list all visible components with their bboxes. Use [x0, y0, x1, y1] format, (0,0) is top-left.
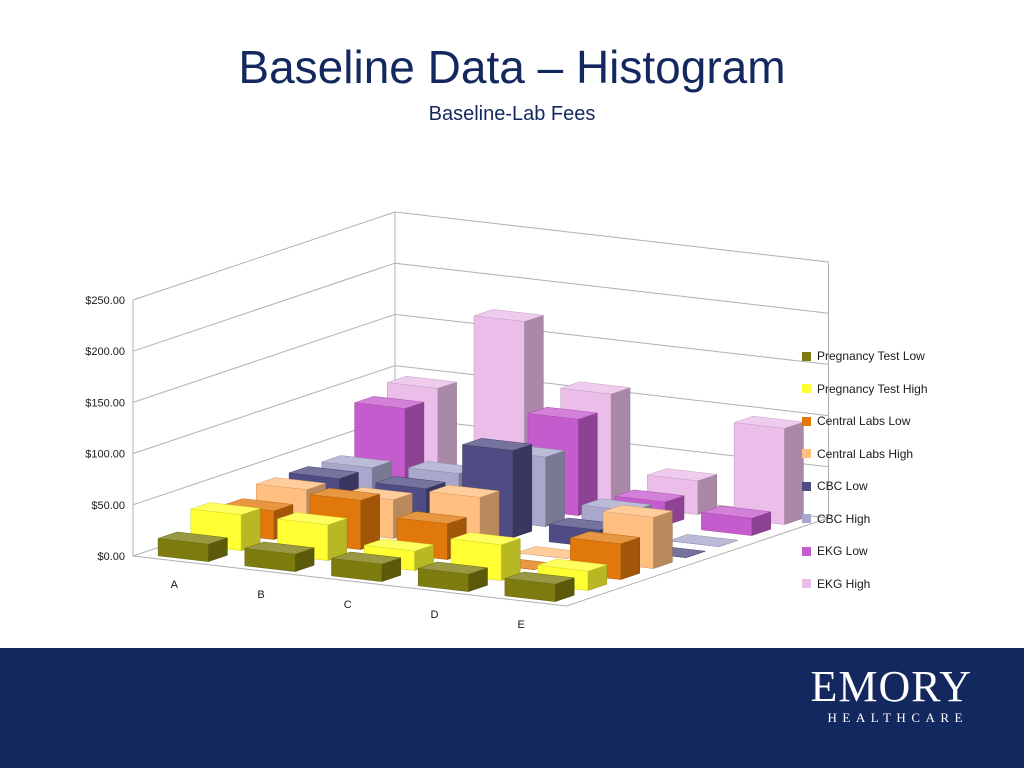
- bar: [701, 505, 771, 536]
- emory-logo-subtitle: HEALTHCARE: [827, 710, 968, 725]
- bar-top: [462, 438, 532, 451]
- bar-top: [429, 484, 500, 498]
- legend-item: EKG Low: [802, 535, 1002, 568]
- bar-top: [614, 489, 685, 503]
- gridline: [132, 211, 829, 301]
- x-tick-label: D: [430, 609, 438, 621]
- legend-label: Central Labs High: [817, 446, 914, 461]
- bar-side: [620, 537, 640, 580]
- bar-top: [190, 502, 261, 516]
- legend-swatch: [802, 514, 811, 524]
- legend-swatch: [802, 481, 811, 491]
- bar-side: [578, 412, 598, 516]
- histogram-chart: $0.00 $50.00 $100.00 $150.00 $200.00 $250.00 A…: [85, 211, 829, 631]
- chart-legend: Pregnancy Test Low Pregnancy Test High Cen…: [802, 340, 1002, 600]
- bar: [244, 541, 315, 572]
- bar-top: [158, 531, 228, 545]
- legend-swatch: [802, 546, 811, 556]
- bar-top: [527, 406, 598, 420]
- legend-label: CBC Low: [817, 479, 868, 494]
- bar-top: [603, 504, 673, 518]
- y-tick-label: $100.00: [85, 449, 125, 461]
- bar: [733, 415, 804, 525]
- x-tick-label: B: [257, 589, 264, 601]
- footer-bar: EMORY HEALTHCARE: [0, 648, 1024, 768]
- legend-label: Central Labs Low: [817, 414, 911, 429]
- bar-top: [331, 551, 401, 565]
- bar-top: [418, 561, 488, 575]
- bar-top: [277, 512, 347, 526]
- bar-top: [701, 505, 771, 519]
- legend-swatch: [802, 384, 811, 394]
- legend-item: Pregnancy Test High: [802, 373, 1002, 406]
- bar-top: [289, 466, 359, 479]
- y-tick-label: $250.00: [85, 295, 125, 307]
- slide-title: Baseline Data – Histogram: [238, 41, 786, 93]
- floor-edge: [132, 517, 829, 607]
- bar-top: [570, 531, 640, 545]
- x-tick-label: A: [171, 579, 179, 591]
- legend-item: Central Labs High: [802, 438, 1002, 471]
- bar-top: [647, 468, 717, 482]
- legend-item: CBC High: [802, 503, 1002, 536]
- legend-label: Pregnancy Test Low: [817, 349, 925, 364]
- bar-top: [244, 541, 315, 555]
- legend-item: Pregnancy Test Low: [802, 340, 1002, 373]
- bar-side: [512, 443, 533, 538]
- x-tick-label: C: [344, 599, 352, 611]
- legend-item: EKG High: [802, 568, 1002, 601]
- legend-swatch: [802, 351, 811, 361]
- bar: [504, 571, 575, 602]
- y-tick-label: $50.00: [91, 500, 125, 512]
- legend-label: CBC High: [817, 511, 871, 526]
- bar-top: [310, 488, 380, 501]
- x-tick-label: E: [517, 619, 524, 631]
- legend-label: Pregnancy Test High: [817, 381, 928, 396]
- bar-top: [256, 477, 326, 490]
- bar-top: [668, 534, 738, 547]
- legend-item: CBC Low: [802, 470, 1002, 503]
- bar-top: [560, 381, 631, 395]
- bar-top: [375, 476, 446, 489]
- bar: [417, 561, 488, 592]
- bar-top: [537, 558, 607, 572]
- bar-top: [504, 571, 575, 585]
- chart-bars: [157, 309, 804, 602]
- legend-swatch: [802, 449, 811, 459]
- bar-top: [354, 396, 424, 409]
- emory-logo: EMORY: [810, 662, 972, 711]
- bar-top: [321, 455, 392, 468]
- bar-side: [784, 421, 804, 525]
- legend-swatch: [802, 579, 811, 589]
- bar-side: [545, 450, 565, 527]
- y-tick-label: $0.00: [97, 551, 125, 563]
- bar-side: [653, 510, 673, 569]
- bar-top: [364, 538, 434, 552]
- bar-top: [473, 309, 544, 322]
- bar: [157, 531, 228, 562]
- bar-top: [387, 375, 457, 389]
- bar: [668, 534, 738, 547]
- bar: [331, 551, 402, 582]
- bar-top: [450, 532, 521, 546]
- legend-label: EKG High: [817, 576, 871, 591]
- y-tick-label: $200.00: [85, 346, 125, 358]
- chart-title: Baseline-Lab Fees: [428, 103, 596, 125]
- y-tick-label: $150.00: [85, 397, 125, 409]
- legend-label: EKG Low: [817, 544, 868, 559]
- legend-swatch: [802, 416, 811, 426]
- legend-item: Central Labs Low: [802, 405, 1002, 438]
- bar-top: [396, 511, 467, 525]
- bar-side: [610, 387, 631, 505]
